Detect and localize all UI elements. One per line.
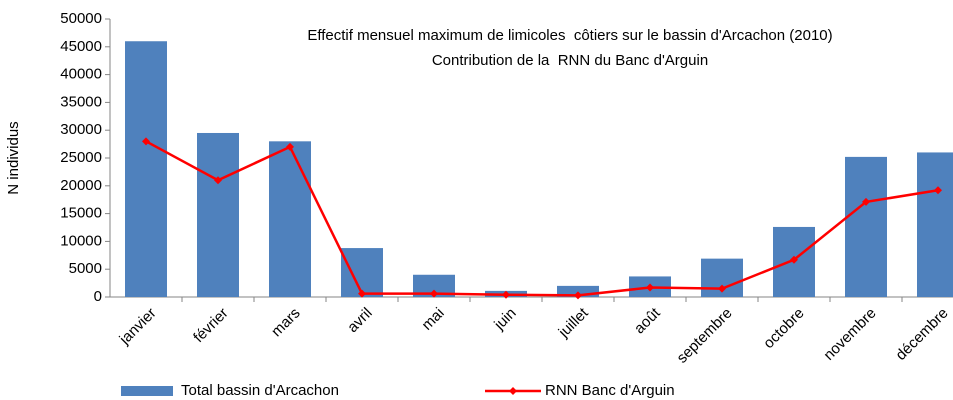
chart-title: Effectif mensuel maximum de limicoles cô… bbox=[307, 27, 832, 44]
y-tick-label: 45000 bbox=[60, 38, 102, 55]
marker bbox=[862, 197, 870, 206]
x-tick-label: décembre bbox=[892, 305, 951, 364]
y-tick-label: 0 bbox=[94, 288, 102, 305]
bar bbox=[197, 132, 239, 297]
y-tick-label: 5000 bbox=[69, 260, 102, 277]
bar bbox=[917, 152, 953, 297]
x-tick-label: avril bbox=[344, 305, 375, 336]
marker bbox=[934, 186, 942, 195]
line bbox=[145, 140, 939, 297]
marker bbox=[358, 289, 366, 298]
legend-label: RNN Banc d'Arguin bbox=[545, 382, 675, 399]
bar bbox=[413, 274, 455, 297]
legend-swatch bbox=[121, 386, 173, 396]
marker bbox=[790, 255, 798, 264]
y-tick-label: 40000 bbox=[60, 66, 102, 83]
y-axis-label: N individus bbox=[5, 121, 22, 194]
y-tick-label: 15000 bbox=[60, 205, 102, 222]
x-tick-label: juin bbox=[490, 305, 519, 334]
bar bbox=[125, 41, 167, 297]
bar bbox=[845, 156, 887, 297]
marker bbox=[574, 291, 582, 300]
bar bbox=[341, 248, 383, 297]
y-tick-label: 50000 bbox=[60, 10, 102, 27]
marker bbox=[646, 283, 654, 292]
marker bbox=[214, 176, 222, 185]
marker bbox=[718, 284, 726, 293]
y-tick-label: 35000 bbox=[60, 93, 102, 110]
y-tick-label: 25000 bbox=[60, 149, 102, 166]
marker bbox=[502, 290, 510, 299]
y-tick-label: 30000 bbox=[60, 121, 102, 138]
chart-subtitle: Contribution de la RNN du Banc d'Arguin bbox=[432, 52, 708, 69]
x-tick-label: juillet bbox=[555, 304, 592, 341]
x-tick-label: mai bbox=[419, 305, 448, 334]
x-tick-label: mars bbox=[268, 305, 304, 341]
marker bbox=[142, 137, 150, 146]
x-tick-label: novembre bbox=[820, 305, 879, 364]
x-tick-label: février bbox=[190, 305, 231, 346]
bar bbox=[269, 141, 311, 297]
marker bbox=[430, 289, 438, 298]
x-tick-label: septembre bbox=[673, 305, 735, 367]
x-tick-label: août bbox=[631, 304, 664, 337]
x-tick-label: octobre bbox=[760, 305, 807, 352]
legend-label: Total bassin d'Arcachon bbox=[181, 382, 339, 399]
y-tick-label: 10000 bbox=[60, 232, 102, 249]
marker bbox=[286, 142, 294, 151]
y-tick-label: 20000 bbox=[60, 177, 102, 194]
legend-marker bbox=[509, 387, 517, 395]
x-tick-label: janvier bbox=[116, 305, 160, 349]
